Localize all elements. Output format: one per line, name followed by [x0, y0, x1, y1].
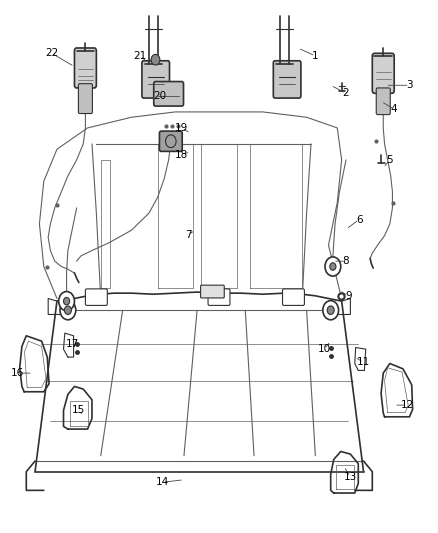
- Circle shape: [64, 306, 71, 314]
- FancyBboxPatch shape: [159, 131, 182, 151]
- FancyBboxPatch shape: [208, 289, 230, 305]
- Text: 16: 16: [11, 368, 24, 378]
- Text: 8: 8: [343, 256, 350, 266]
- Text: 20: 20: [153, 91, 166, 101]
- FancyBboxPatch shape: [85, 289, 107, 305]
- Text: 18: 18: [175, 150, 188, 159]
- Text: 1: 1: [312, 51, 319, 61]
- FancyBboxPatch shape: [273, 61, 301, 98]
- FancyBboxPatch shape: [201, 285, 224, 298]
- Text: 4: 4: [391, 104, 398, 114]
- Text: 5: 5: [386, 155, 393, 165]
- Text: 9: 9: [345, 291, 352, 301]
- Text: 6: 6: [356, 215, 363, 224]
- Text: 22: 22: [45, 49, 58, 58]
- FancyBboxPatch shape: [78, 84, 92, 114]
- Circle shape: [323, 301, 339, 320]
- Circle shape: [151, 54, 160, 65]
- Text: 10: 10: [318, 344, 331, 354]
- Circle shape: [330, 263, 336, 270]
- Text: 2: 2: [343, 88, 350, 98]
- Circle shape: [325, 257, 341, 276]
- FancyBboxPatch shape: [154, 82, 184, 106]
- Text: 21: 21: [134, 51, 147, 61]
- Circle shape: [64, 297, 70, 305]
- Circle shape: [60, 301, 76, 320]
- FancyBboxPatch shape: [376, 88, 390, 115]
- Text: 17: 17: [66, 339, 79, 349]
- Circle shape: [59, 292, 74, 311]
- FancyBboxPatch shape: [142, 61, 170, 98]
- Text: 11: 11: [357, 358, 370, 367]
- Text: 13: 13: [344, 472, 357, 482]
- Text: 12: 12: [401, 400, 414, 410]
- Text: 19: 19: [175, 123, 188, 133]
- Text: 15: 15: [72, 406, 85, 415]
- FancyBboxPatch shape: [74, 48, 96, 88]
- FancyBboxPatch shape: [283, 289, 304, 305]
- Text: 3: 3: [406, 80, 413, 90]
- FancyBboxPatch shape: [372, 53, 394, 93]
- Circle shape: [327, 306, 334, 314]
- Text: 7: 7: [185, 230, 192, 239]
- Text: 14: 14: [155, 478, 169, 487]
